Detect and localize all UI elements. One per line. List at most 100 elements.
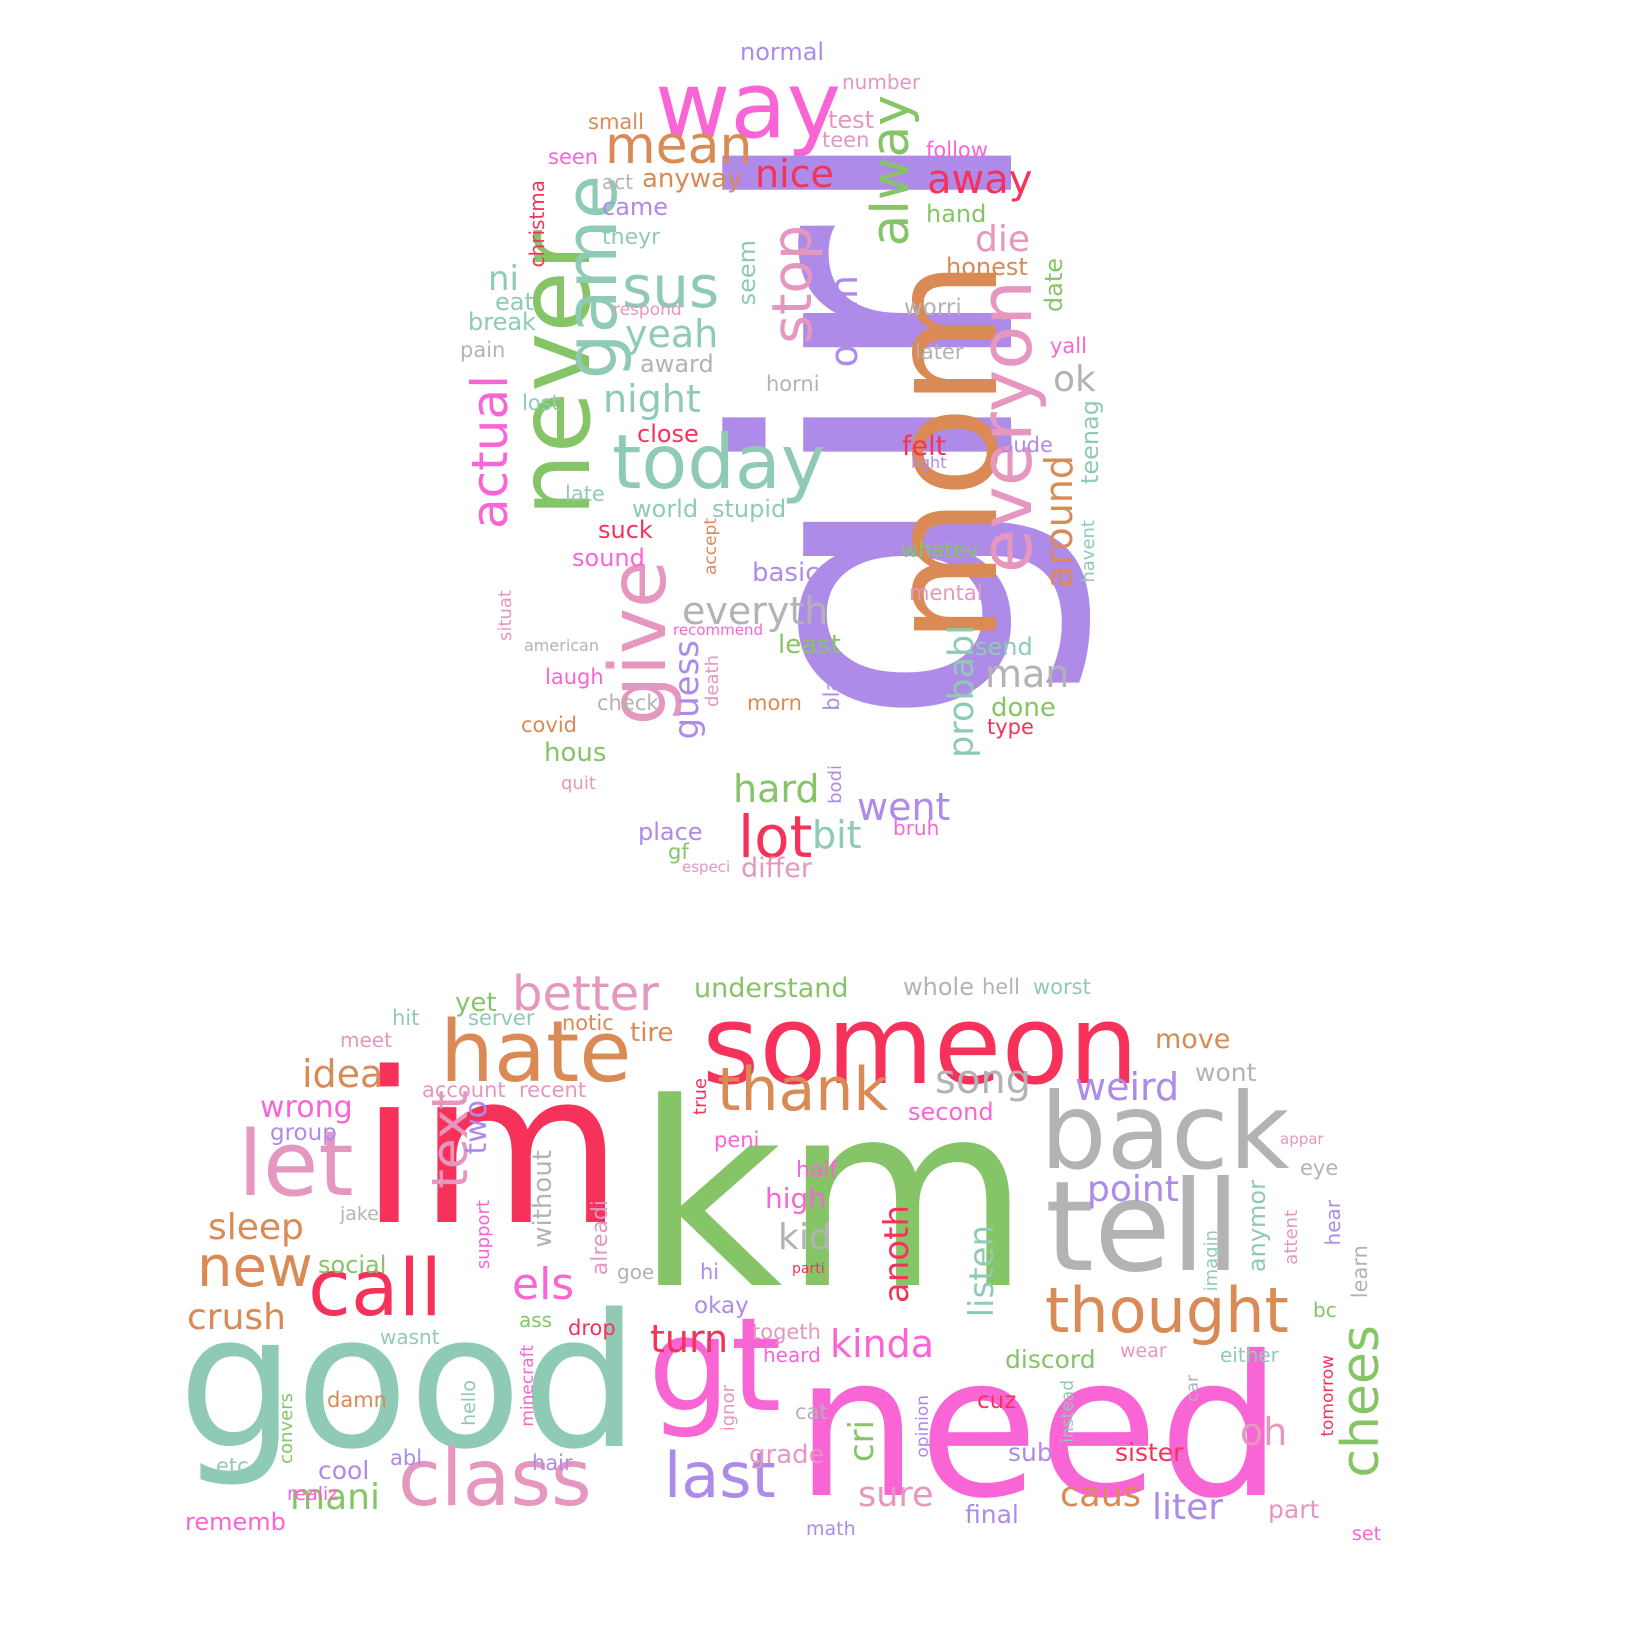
top-word-yeah: yeah — [625, 312, 719, 356]
top-word-came: came — [602, 193, 669, 221]
bottom-word-tire: tire — [630, 1018, 674, 1048]
bottom-word-heard: heard — [763, 1343, 821, 1367]
bottom-word-part: part — [1268, 1495, 1320, 1524]
top-word-send: send — [975, 633, 1033, 661]
top-word-lot: lot — [738, 803, 813, 871]
bottom-word-crush: crush — [187, 1297, 286, 1338]
bottom-word-hear: hear — [1321, 1200, 1345, 1246]
bottom-word-im: im — [360, 1027, 623, 1272]
top-word-date: date — [1040, 258, 1068, 313]
bottom-word-someon: someon — [702, 981, 1139, 1109]
top-word-place: place — [638, 818, 703, 846]
bottom-word-imagin: imagin — [1201, 1230, 1222, 1292]
bottom-word-better: better — [512, 966, 659, 1022]
top-word-anyway: anyway — [642, 164, 743, 194]
top-word-type: type — [987, 715, 1034, 739]
top-word-ok: ok — [1053, 359, 1096, 400]
bottom-word-thought: thought — [1045, 1274, 1289, 1347]
top-word-check: check — [597, 691, 659, 715]
top-word-especi: especi — [682, 858, 731, 876]
bottom-word-two: two — [459, 1100, 494, 1155]
top-word-sus: sus — [622, 253, 720, 321]
top-word-small: small — [588, 110, 644, 134]
top-word-suck: suck — [598, 516, 653, 544]
bottom-word-call: call — [308, 1244, 443, 1334]
bottom-word-final: final — [965, 1500, 1019, 1529]
bottom-word-whole: whole — [903, 973, 974, 1001]
bottom-word-need: need — [795, 1314, 1283, 1541]
top-word-today: today — [612, 418, 826, 506]
bottom-word-last: last — [664, 1439, 776, 1512]
bottom-word-weird: weird — [1075, 1065, 1180, 1109]
top-word-mean: mean — [605, 116, 753, 176]
bottom-word-idea: idea — [302, 1052, 384, 1096]
top-word-light: light — [911, 453, 947, 472]
bottom-word-worst: worst — [1033, 975, 1091, 999]
top-word-teen: teen — [822, 128, 870, 152]
top-word-morn: morn — [747, 691, 802, 715]
bottom-word-notic: notic — [562, 1011, 614, 1035]
top-word-stop: stop — [760, 225, 824, 344]
bottom-word-cri: cri — [842, 1420, 882, 1463]
bottom-word-eye: eye — [1300, 1156, 1339, 1180]
bottom-word-kinda: kinda — [830, 1322, 935, 1366]
top-word-everyth: everyth — [682, 589, 829, 633]
bottom-word-hi: hi — [700, 1260, 720, 1284]
bottom-word-class: class — [398, 1434, 592, 1524]
top-word-havent: havent — [1078, 520, 1099, 583]
top-word-seem: seem — [733, 240, 761, 306]
top-word-situat: situat — [495, 590, 516, 641]
top-word-number: number — [842, 70, 921, 94]
bottom-word-anymor: anymor — [1243, 1180, 1271, 1273]
top-word-eat: eat — [495, 288, 534, 316]
top-word-hand: hand — [926, 200, 987, 228]
bottom-word-els: els — [512, 1259, 575, 1310]
top-word-seen: seen — [548, 145, 599, 169]
top-word-everyon: everyon — [964, 280, 1048, 574]
bottom-word-bc: bc — [1313, 1298, 1337, 1322]
top-word-yall: yall — [1050, 334, 1087, 358]
top-word-black: black — [820, 655, 844, 711]
top-word-quit: quit — [561, 773, 596, 794]
top-word-actual: actual — [461, 375, 519, 529]
top-word-bodi: bodi — [825, 765, 846, 804]
bottom-word-kid: kid — [778, 1217, 832, 1258]
bottom-word-peni: peni — [714, 1128, 760, 1152]
bottom-word-second: second — [908, 1098, 994, 1126]
top-word-break: break — [468, 308, 536, 336]
top-word-whatev: whatev — [901, 538, 978, 562]
top-word-close: close — [637, 420, 699, 448]
bottom-word-turn: turn — [650, 1317, 729, 1361]
bottom-word-support: support — [473, 1200, 494, 1270]
bottom-word-back: back — [1040, 1071, 1290, 1193]
bottom-word-account: account — [422, 1078, 506, 1102]
top-word-basic: basic — [752, 558, 820, 588]
top-word-american: american — [524, 636, 599, 655]
top-word-test: test — [828, 106, 875, 134]
bottom-word-sleep: sleep — [208, 1207, 304, 1248]
top-word-hard: hard — [733, 767, 820, 811]
bottom-word-understand: understand — [694, 973, 849, 1004]
bottom-word-set: set — [1352, 1523, 1382, 1545]
top-word-accept: accept — [701, 518, 721, 576]
top-word-away: away — [927, 157, 1033, 203]
bottom-word-new: new — [197, 1235, 313, 1300]
bottom-word-appar: appar — [1280, 1130, 1324, 1148]
top-word-onlin: onlin — [822, 275, 866, 368]
bottom-word-high: high — [765, 1182, 827, 1215]
bottom-word-meet: meet — [340, 1028, 392, 1052]
top-word-honest: honest — [946, 253, 1028, 281]
top-word-dude: dude — [1000, 433, 1053, 457]
top-word-night: night — [603, 377, 701, 421]
bottom-word-grade: grade — [749, 1440, 825, 1470]
bottom-word-minecraft: minecraft — [518, 1345, 538, 1427]
bottom-word-opinion: opinion — [913, 1395, 933, 1458]
top-word-worri: worri — [904, 295, 962, 321]
bottom-word-ass: ass — [519, 1308, 553, 1332]
bottom-word-cat: cat — [795, 1400, 828, 1424]
top-word-mental: mental — [909, 581, 983, 605]
top-word-late: late — [565, 482, 605, 506]
top-word-follow: follow — [926, 138, 988, 162]
top-word-normal: normal — [740, 38, 825, 66]
